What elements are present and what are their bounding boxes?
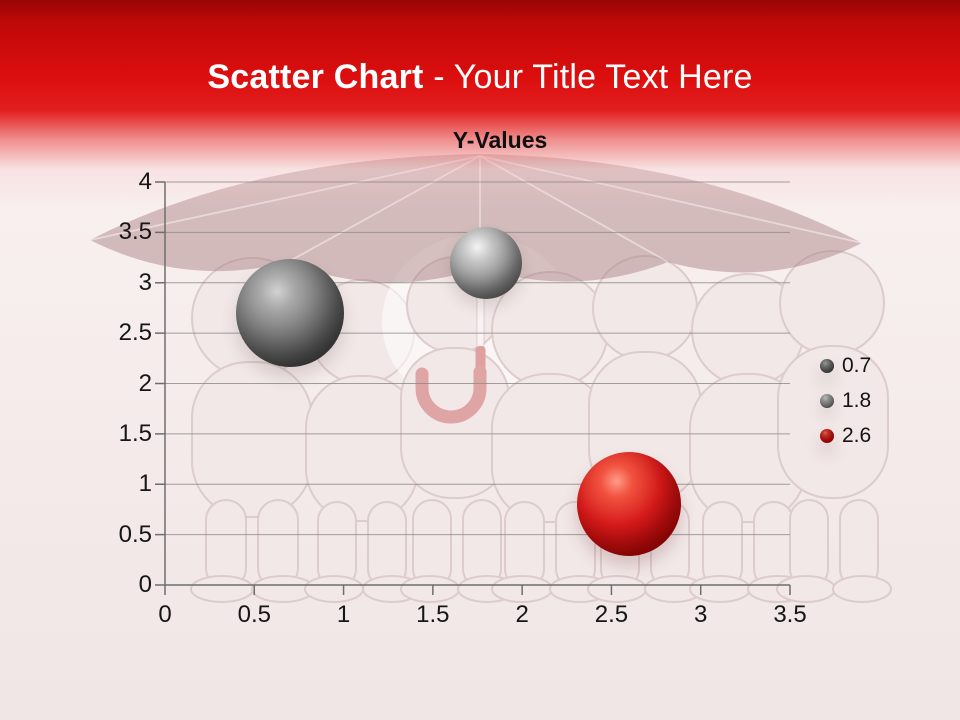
umbrella-handle [415,365,487,424]
person-figure [491,271,611,603]
bubble-series-2 [450,226,523,299]
y-tick-label: 3 [138,268,152,296]
y-tick-label: 3.5 [118,218,152,246]
x-tick-label: 1 [336,601,351,628]
x-tick-label: 0.5 [237,601,271,628]
x-tick-label: 3 [694,601,708,628]
legend-sphere-icon [820,393,834,408]
legend-label: 0.7 [842,353,872,377]
x-tick-label: 2.5 [594,601,629,628]
x-tick-label: 2 [515,601,529,628]
legend-sphere-icon [820,358,834,373]
person-figure [776,250,892,603]
bubble-series-3 [577,452,682,557]
bubble-series-1 [236,258,344,367]
y-tick-label: 4 [138,168,152,195]
legend-item: 1.8 [820,383,871,418]
legend-sphere-icon [820,428,834,443]
chart-title: Y-Values [452,127,548,153]
y-tick-label: 0 [138,571,152,598]
legend-item: 0.7 [820,348,871,383]
legend-item: 2.6 [820,418,871,453]
legend-label: 1.8 [842,388,872,412]
legend: 0.7 1.8 2.6 [820,348,871,453]
x-tick-label: 1.5 [416,601,450,628]
y-tick-label: 2 [138,369,152,397]
crowd-figures [190,234,892,603]
y-tick-label: 0.5 [118,520,152,548]
legend-label: 2.6 [842,423,872,447]
x-tick-label: 3.5 [773,601,807,628]
y-tick-label: 1 [138,470,152,498]
x-tick-label: 0 [158,601,172,628]
y-tick-label: 1.5 [118,419,152,447]
y-tick-label: 2.5 [118,319,152,347]
